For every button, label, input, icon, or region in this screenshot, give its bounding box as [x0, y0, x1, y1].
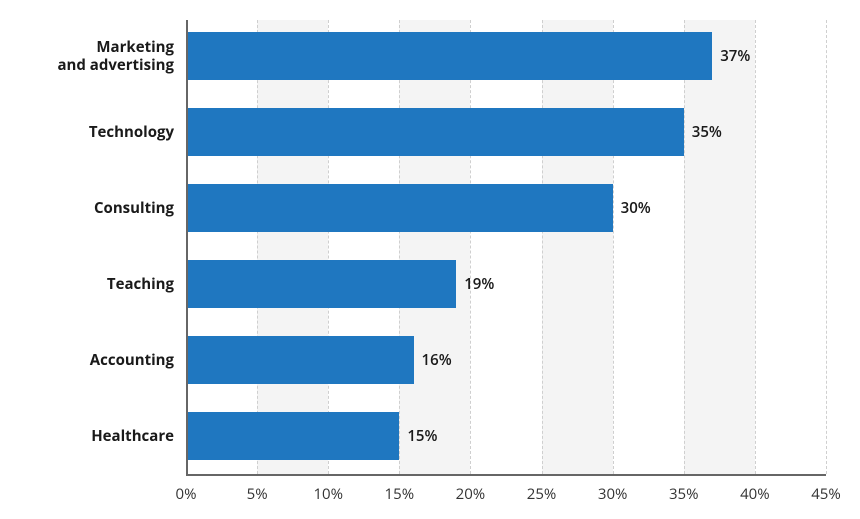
- industry-bar-chart: 37% 35% 30% 19% 16% 15% Marketing and adverti…: [0, 0, 860, 519]
- category-label: Consulting: [14, 199, 174, 217]
- bar: [186, 32, 712, 80]
- bar: [186, 184, 613, 232]
- x-tick-label: 10%: [313, 484, 343, 504]
- grid-line: [257, 20, 258, 474]
- x-tick-label: 30%: [598, 484, 628, 504]
- bar-value-label: 35%: [692, 122, 722, 142]
- bar-row: 30%: [186, 184, 826, 232]
- grid-line: [826, 20, 827, 474]
- grid-line: [542, 20, 543, 474]
- x-tick-label: 45%: [811, 484, 841, 504]
- grid-line: [328, 20, 329, 474]
- bar-row: 16%: [186, 336, 826, 384]
- category-label: Accounting: [14, 351, 174, 369]
- bar: [186, 108, 684, 156]
- x-tick-label: 5%: [247, 484, 268, 504]
- plot-area: 37% 35% 30% 19% 16% 15%: [186, 20, 826, 474]
- grid-line: [470, 20, 471, 474]
- bar: [186, 336, 414, 384]
- grid-band: [542, 20, 613, 474]
- category-label: Teaching: [14, 275, 174, 293]
- bar: [186, 412, 399, 460]
- x-tick-label: 40%: [740, 484, 770, 504]
- y-axis: [186, 20, 188, 474]
- category-label: Healthcare: [14, 427, 174, 445]
- x-tick-label: 20%: [456, 484, 486, 504]
- x-axis: [186, 474, 826, 476]
- bar-row: 15%: [186, 412, 826, 460]
- grid-line: [399, 20, 400, 474]
- bar-value-label: 19%: [464, 274, 494, 294]
- bar-row: 35%: [186, 108, 826, 156]
- grid-band: [399, 20, 470, 474]
- x-tick-label: 25%: [527, 484, 557, 504]
- x-tick-label: 0%: [176, 484, 197, 504]
- bar-value-label: 16%: [422, 350, 452, 370]
- bar-row: 19%: [186, 260, 826, 308]
- category-label: Technology: [14, 123, 174, 141]
- grid-band: [257, 20, 328, 474]
- grid-line: [684, 20, 685, 474]
- bar-value-label: 15%: [407, 426, 437, 446]
- grid-line: [755, 20, 756, 474]
- x-tick-label: 35%: [669, 484, 699, 504]
- grid-line: [613, 20, 614, 474]
- grid-band: [684, 20, 755, 474]
- category-label: Marketing and advertising: [14, 38, 174, 74]
- bar-value-label: 30%: [621, 198, 651, 218]
- x-tick-label: 15%: [385, 484, 415, 504]
- bar-row: 37%: [186, 32, 826, 80]
- bar: [186, 260, 456, 308]
- bar-value-label: 37%: [720, 46, 750, 66]
